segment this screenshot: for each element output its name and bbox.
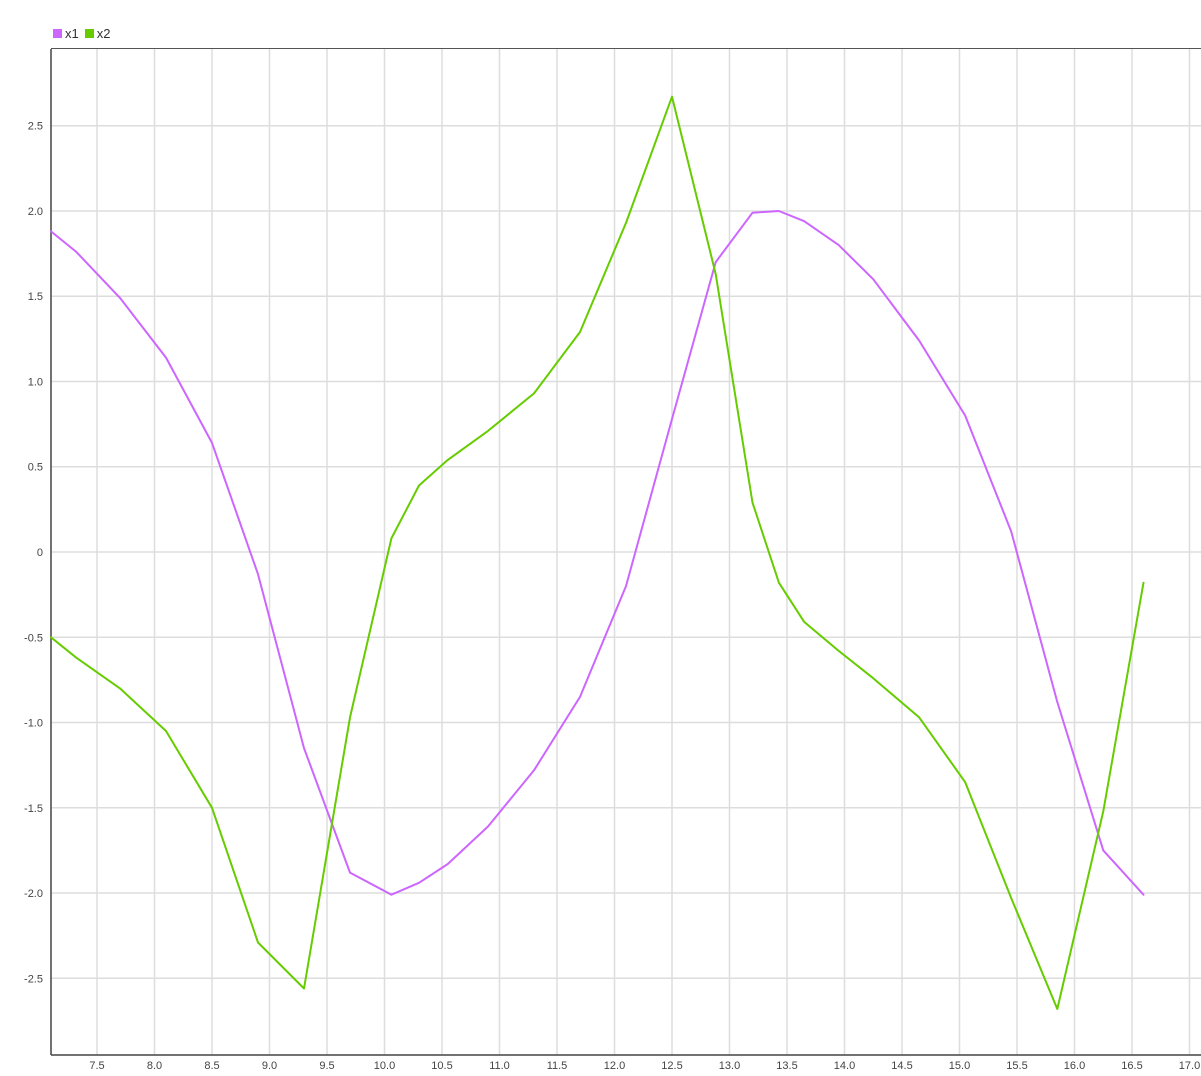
x-tick-label: 16.5 xyxy=(1121,1060,1142,1072)
legend-item-x2[interactable]: x2 xyxy=(84,25,111,41)
chart-legend: x1 x2 xyxy=(53,25,116,41)
y-tick-label: 2.0 xyxy=(28,206,43,218)
y-tick-label: -1.5 xyxy=(24,803,43,815)
x-tick-label: 9.0 xyxy=(262,1060,277,1072)
legend-label-x1: x1 xyxy=(65,25,79,41)
x-tick-label: 17.0 xyxy=(1179,1060,1200,1072)
series-line-x2[interactable] xyxy=(50,95,1145,1010)
x-tick-label: 8.0 xyxy=(147,1060,162,1072)
x-tick-label: 14.0 xyxy=(834,1060,855,1072)
y-axis-tick-labels: -2.5 -2.0 -1.5 -1.0 -0.5 0 0.5 1.0 1.5 2.0 2.5 xyxy=(24,121,43,986)
y-tick-label: 0 xyxy=(37,547,43,559)
y-tick-label: 2.5 xyxy=(28,121,43,133)
x-tick-label: 12.5 xyxy=(661,1060,682,1072)
x-tick-label: 11.0 xyxy=(489,1060,510,1072)
legend-swatch-x2 xyxy=(84,28,94,38)
y-tick-label: -1.0 xyxy=(24,718,43,730)
y-tick-label: 1.0 xyxy=(28,376,43,388)
series-layer xyxy=(50,95,1145,1010)
x-tick-label: 15.0 xyxy=(949,1060,970,1072)
x-tick-label: 12.0 xyxy=(604,1060,625,1072)
legend-swatch-x1 xyxy=(53,28,62,38)
y-tick-label: -2.5 xyxy=(24,973,43,985)
x-tick-label: 13.0 xyxy=(719,1060,740,1072)
y-tick-label: -0.5 xyxy=(24,632,43,644)
axes xyxy=(50,49,1201,1056)
x-tick-label: 7.5 xyxy=(89,1060,104,1072)
y-tick-label: 1.5 xyxy=(28,291,43,303)
series-line-x1[interactable] xyxy=(50,210,1145,896)
x-tick-label: 13.5 xyxy=(776,1060,797,1072)
grid-lines xyxy=(51,49,1201,1055)
x-tick-label: 10.0 xyxy=(374,1060,395,1072)
x-tick-label: 15.5 xyxy=(1006,1060,1027,1072)
x-tick-label: 10.5 xyxy=(431,1060,452,1072)
x-tick-label: 8.5 xyxy=(204,1060,219,1072)
legend-label-x2: x2 xyxy=(96,25,111,41)
legend-item-x1[interactable]: x1 xyxy=(53,26,79,41)
x-tick-label: 11.5 xyxy=(547,1060,568,1072)
y-tick-label: 0.5 xyxy=(28,462,43,474)
plot-area-top-border xyxy=(51,48,1201,49)
x-tick-label: 9.5 xyxy=(319,1060,334,1072)
x-axis-tick-labels: 7.5 8.0 8.5 9.0 9.5 10.0 10.5 11.0 11.5 12.0 12.5 1… xyxy=(89,1060,1200,1072)
y-tick-label: -2.0 xyxy=(24,888,43,900)
x-tick-label: 16.0 xyxy=(1064,1060,1085,1072)
x-tick-label: 14.5 xyxy=(891,1060,912,1072)
